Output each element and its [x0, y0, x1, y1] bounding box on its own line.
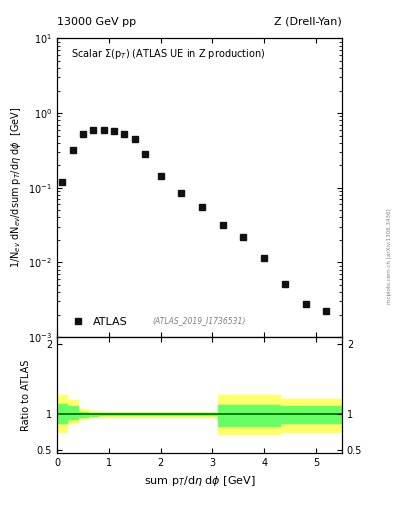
Text: (ATLAS_2019_I1736531): (ATLAS_2019_I1736531) — [153, 316, 246, 325]
X-axis label: sum p$_T$/d$\eta$ d$\phi$ [GeV]: sum p$_T$/d$\eta$ d$\phi$ [GeV] — [143, 474, 255, 487]
Text: Scalar $\Sigma$(p$_T$) (ATLAS UE in Z production): Scalar $\Sigma$(p$_T$) (ATLAS UE in Z pr… — [71, 47, 266, 61]
Y-axis label: 1/N$_{ev}$ dN$_{ev}$/dsum p$_T$/d$\eta$ d$\phi$  [GeV]: 1/N$_{ev}$ dN$_{ev}$/dsum p$_T$/d$\eta$ … — [9, 107, 22, 268]
Text: Z (Drell-Yan): Z (Drell-Yan) — [274, 16, 342, 27]
Text: 13000 GeV pp: 13000 GeV pp — [57, 16, 136, 27]
Text: mcplots.cern.ch [arXiv:1306.3436]: mcplots.cern.ch [arXiv:1306.3436] — [387, 208, 392, 304]
Y-axis label: Ratio to ATLAS: Ratio to ATLAS — [21, 359, 31, 431]
Legend: ATLAS: ATLAS — [62, 312, 132, 331]
